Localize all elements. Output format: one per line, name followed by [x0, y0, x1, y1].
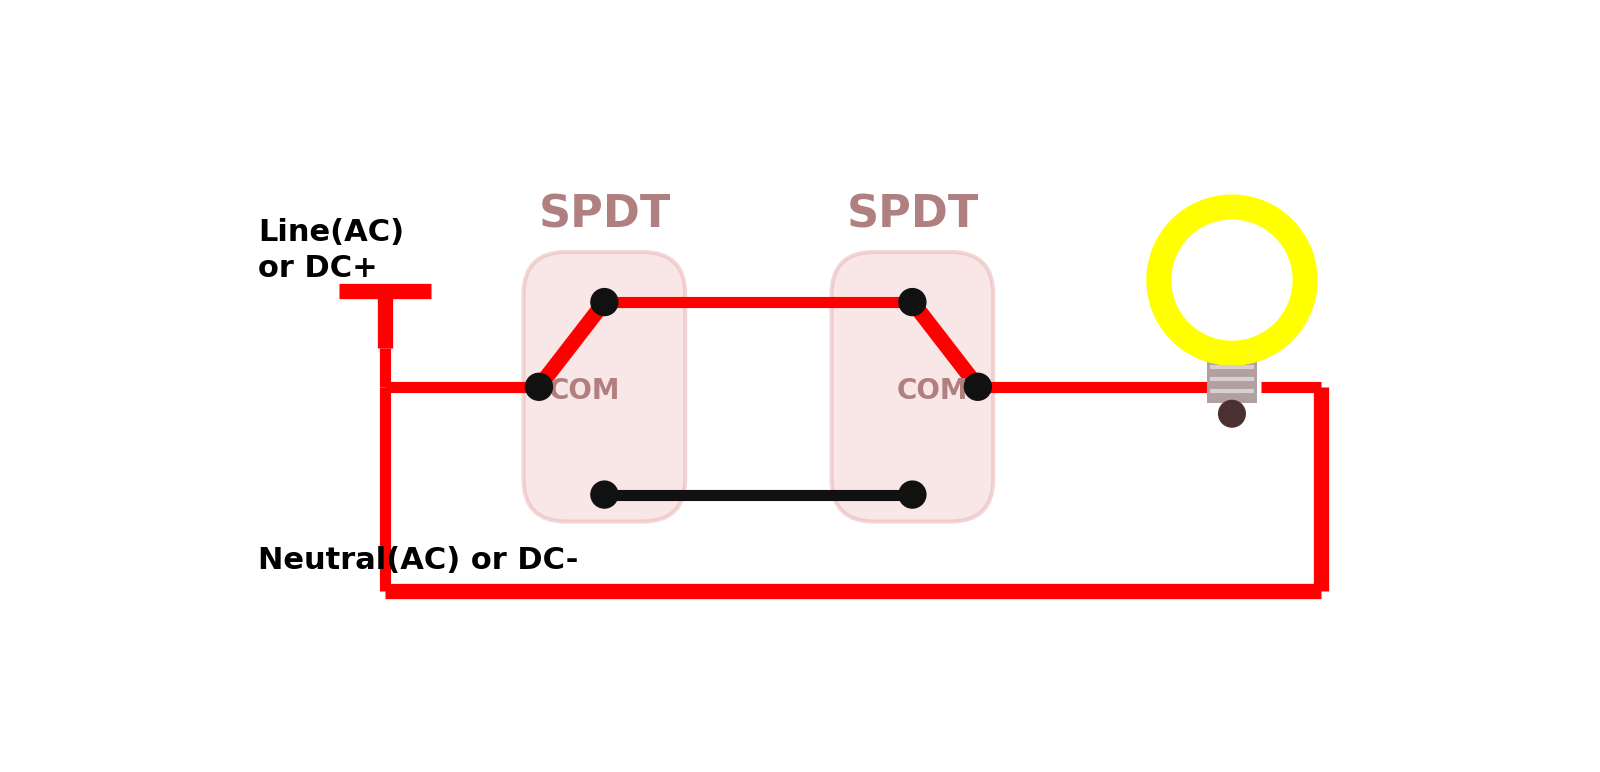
Circle shape [1181, 229, 1283, 331]
Text: COM: COM [549, 377, 619, 405]
Circle shape [590, 289, 618, 316]
Circle shape [899, 289, 926, 316]
Circle shape [1218, 400, 1246, 428]
Circle shape [525, 374, 552, 400]
Text: COM: COM [898, 377, 968, 405]
Text: Neutral(AC) or DC-: Neutral(AC) or DC- [258, 547, 578, 575]
FancyBboxPatch shape [832, 252, 994, 522]
FancyBboxPatch shape [523, 252, 685, 522]
Circle shape [965, 374, 992, 400]
Circle shape [590, 481, 618, 508]
FancyBboxPatch shape [1206, 347, 1258, 402]
Circle shape [1158, 207, 1306, 354]
Text: Line(AC)
or DC+: Line(AC) or DC+ [258, 218, 405, 283]
Text: SPDT: SPDT [846, 194, 979, 237]
Polygon shape [1203, 324, 1261, 347]
Circle shape [899, 481, 926, 508]
Text: SPDT: SPDT [538, 194, 670, 237]
